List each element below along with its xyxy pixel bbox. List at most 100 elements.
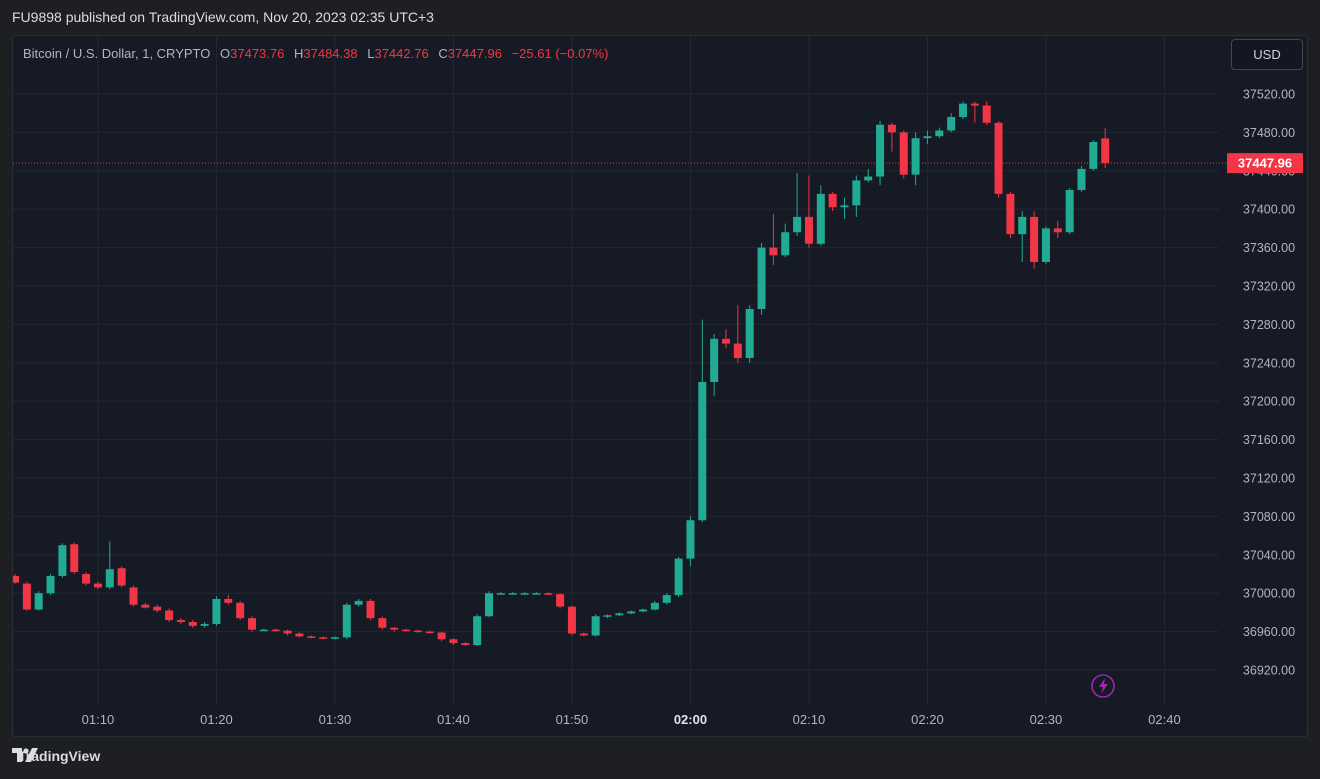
ohlc-legend: Bitcoin / U.S. Dollar, 1, CRYPTO O37473.…: [23, 46, 608, 61]
candle: [508, 592, 517, 595]
candle-body: [674, 558, 683, 596]
candle-body: [1041, 228, 1050, 262]
x-tick-label: 02:10: [793, 712, 826, 727]
candle: [93, 581, 102, 590]
y-tick-label: 37000.00: [1243, 587, 1295, 601]
candle-body: [437, 632, 446, 640]
candle-body: [105, 569, 114, 588]
high-label: H: [293, 46, 304, 61]
y-tick-label: 37480.00: [1243, 126, 1295, 140]
candle: [1018, 211, 1027, 262]
candle-body: [556, 594, 565, 607]
candle: [165, 608, 174, 622]
candle: [615, 612, 624, 617]
candle: [852, 175, 861, 217]
candle-body: [828, 193, 837, 208]
candle-body: [544, 593, 553, 595]
candlestick-chart[interactable]: 36920.00 36960.00 37000.00 37040.00 37080.00…: [13, 36, 1308, 737]
y-tick-label: 36960.00: [1243, 625, 1295, 639]
x-tick-label: 01:10: [82, 712, 115, 727]
candle-body: [745, 309, 754, 358]
candle: [793, 172, 802, 237]
candle: [947, 113, 956, 133]
candle: [330, 636, 339, 640]
candle-body: [271, 629, 280, 632]
candle-body: [567, 606, 576, 634]
candle-body: [342, 604, 351, 638]
y-tick-label: 36920.00: [1243, 664, 1295, 678]
candle: [544, 592, 553, 596]
candle: [1006, 191, 1015, 238]
candle-body: [330, 637, 339, 639]
candle: [402, 628, 411, 632]
candle: [1089, 140, 1098, 171]
x-tick-label: 02:30: [1030, 712, 1063, 727]
candle-body: [722, 338, 730, 344]
close-label: C: [438, 46, 448, 61]
candle-body: [947, 117, 956, 131]
candle-body: [650, 602, 659, 610]
chart-panel[interactable]: 36920.00 36960.00 37000.00 37040.00 37080.00…: [12, 35, 1308, 737]
low-value: 37442.76: [374, 46, 429, 61]
candle: [70, 542, 79, 574]
candle: [982, 101, 991, 125]
candle: [1030, 211, 1039, 269]
candle: [674, 556, 683, 598]
candle: [722, 329, 730, 349]
x-tick-label: 02:40: [1148, 712, 1181, 727]
candle: [556, 593, 565, 609]
currency-button[interactable]: USD: [1231, 39, 1303, 70]
candles-layer: [13, 101, 1110, 646]
candle-body: [864, 176, 873, 181]
candle: [662, 593, 671, 605]
price-axis[interactable]: 36920.00 36960.00 37000.00 37040.00 37080.00…: [1243, 88, 1295, 678]
candle: [1077, 166, 1086, 192]
symbol-name[interactable]: Bitcoin / U.S. Dollar, 1, CRYPTO: [23, 46, 211, 61]
candle-body: [911, 138, 920, 175]
candle-body: [804, 216, 813, 244]
candle-body: [129, 587, 138, 605]
x-tick-label: 01:40: [437, 712, 470, 727]
candle-body: [852, 180, 861, 206]
candle: [153, 604, 162, 613]
candle-body: [698, 382, 707, 521]
candle: [236, 600, 245, 621]
candle-body: [378, 618, 387, 628]
close-value: 37447.96: [447, 46, 502, 61]
candle-body: [236, 602, 245, 619]
candle-body: [1006, 193, 1015, 235]
y-tick-label: 37080.00: [1243, 510, 1295, 524]
candle-body: [710, 338, 719, 382]
published-text: FU9898 published on TradingView.com, Nov…: [12, 9, 434, 25]
time-axis[interactable]: 01:10 01:20 01:30 01:40 01:50 02:00 02:10 02:20…: [82, 712, 1181, 727]
x-tick-label: 01:50: [556, 712, 589, 727]
candle: [46, 574, 55, 596]
candle: [567, 605, 576, 636]
candle-body: [366, 600, 375, 619]
candle: [413, 629, 422, 633]
candle: [816, 185, 825, 246]
candle-body: [793, 216, 802, 233]
candle-body: [781, 232, 790, 256]
candle-body: [319, 637, 328, 639]
candle: [769, 214, 778, 265]
candle: [283, 629, 292, 636]
brand-name[interactable]: TradingView: [18, 748, 101, 764]
candle: [591, 614, 600, 637]
lightning-icon[interactable]: [1091, 674, 1115, 698]
candle: [22, 581, 31, 611]
candle-body: [70, 544, 79, 573]
candle: [923, 130, 932, 144]
y-tick-label: 37520.00: [1243, 88, 1295, 102]
candle-body: [283, 630, 292, 634]
candle-body: [485, 593, 493, 617]
candle-body: [887, 124, 896, 133]
candle-body: [13, 575, 19, 583]
candle-body: [591, 616, 600, 636]
candle-body: [840, 205, 849, 208]
candle-body: [153, 606, 162, 611]
candle: [354, 598, 363, 607]
candle: [437, 631, 446, 642]
candle-body: [461, 643, 470, 646]
candle-body: [82, 574, 91, 584]
